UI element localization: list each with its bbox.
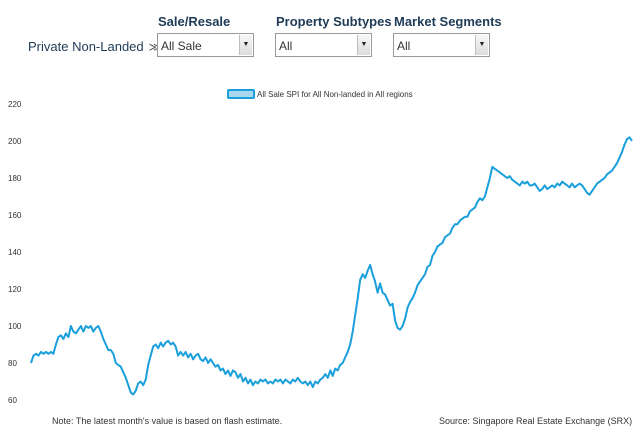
dropdown-arrow-icon[interactable]: ▼: [475, 35, 488, 55]
y-tick-label: 200: [8, 137, 22, 146]
sale-resale-select[interactable]: All Sale ▼: [157, 33, 254, 57]
y-tick-label: 140: [8, 248, 22, 257]
market-segments-label: Market Segments: [394, 14, 502, 29]
y-tick-label: 100: [8, 322, 22, 331]
legend-label: All Sale SPI for All Non-landed in All r…: [257, 90, 413, 99]
market-segments-select[interactable]: All ▼: [393, 33, 490, 57]
source-note: Source: Singapore Real Estate Exchange (…: [439, 416, 633, 426]
legend-swatch: [227, 89, 255, 99]
property-subtypes-value: All: [279, 39, 293, 53]
dropdown-arrow-icon[interactable]: ▼: [357, 35, 370, 55]
y-tick-label: 180: [8, 174, 22, 183]
chart-legend[interactable]: All Sale SPI for All Non-landed in All r…: [227, 89, 413, 99]
y-tick-label: 120: [8, 285, 22, 294]
y-tick-label: 60: [8, 396, 17, 405]
plot-area: [30, 136, 633, 396]
property-subtypes-select[interactable]: All ▼: [275, 33, 372, 57]
y-tick-label: 80: [8, 359, 17, 368]
footnote: Note: The latest month's value is based …: [52, 416, 283, 426]
y-tick-label: 220: [8, 100, 22, 109]
y-axis: 60 80 100 120 140 160 180 200 220: [8, 100, 22, 405]
series-line-0[interactable]: [30, 136, 633, 396]
sale-resale-value: All Sale: [161, 39, 202, 53]
property-subtypes-label: Property Subtypes: [276, 14, 392, 29]
y-tick-label: 160: [8, 211, 22, 220]
breadcrumb-label: Private Non-Landed: [28, 39, 144, 54]
dropdown-arrow-icon[interactable]: ▼: [239, 35, 252, 55]
market-segments-value: All: [397, 39, 411, 53]
sale-resale-label: Sale/Resale: [158, 14, 231, 29]
